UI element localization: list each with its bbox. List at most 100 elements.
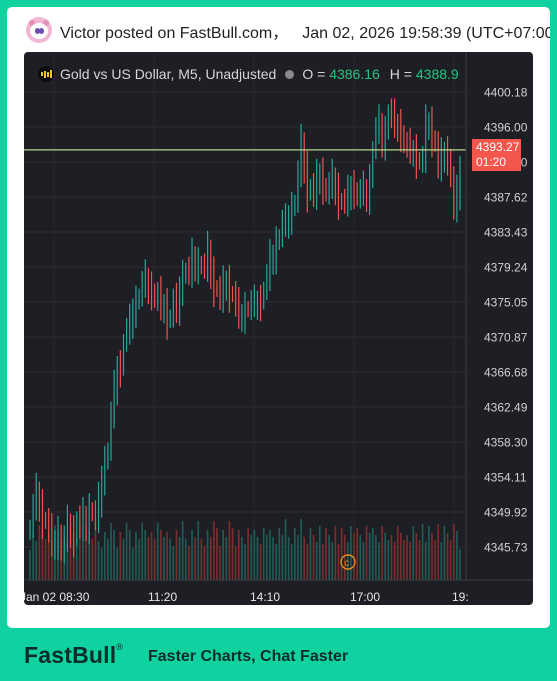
volume-bar xyxy=(244,544,246,580)
volume-bar xyxy=(125,523,128,580)
price-tick-label: 4375.05 xyxy=(484,296,528,310)
user-avatar[interactable] xyxy=(26,17,52,43)
volume-bar xyxy=(197,521,200,580)
volume-bar xyxy=(247,528,249,580)
avatar-ear xyxy=(29,20,35,26)
volume-bar xyxy=(100,548,103,580)
volume-bar xyxy=(266,535,268,580)
volume-bar xyxy=(356,528,358,580)
symbol-title: Gold vs US Dollar, M5, Unadjusted xyxy=(60,66,277,82)
volume-bar xyxy=(122,539,125,580)
volume-bar xyxy=(368,533,371,580)
volume-bar xyxy=(347,542,349,580)
volume-bar xyxy=(79,523,81,580)
volume-bar xyxy=(250,535,253,580)
volume-bar xyxy=(85,525,87,580)
volume-bar xyxy=(156,523,159,580)
volume-bar xyxy=(216,528,218,580)
chart-legend: Gold vs US Dollar, M5, Unadjusted O = 43… xyxy=(38,66,459,82)
volume-bar xyxy=(234,546,237,580)
volume-bar xyxy=(41,532,44,580)
time-tick-label: 19: xyxy=(452,590,469,604)
open-value: 4386.16 xyxy=(329,66,380,82)
volume-bar xyxy=(213,521,215,580)
time-tick-label: 11:20 xyxy=(148,590,177,604)
post-header: Victor posted on FastBull.com， Jan 02, 20… xyxy=(7,7,550,53)
volume-bar xyxy=(97,541,100,580)
volume-bar xyxy=(284,519,287,580)
gold-symbol-icon xyxy=(38,66,54,82)
price-tick-label: 4387.62 xyxy=(484,191,528,205)
volume-bar xyxy=(396,526,399,580)
high-value: 4388.9 xyxy=(415,66,459,82)
time-tick-label: 17:00 xyxy=(350,590,380,604)
volume-bar xyxy=(303,537,306,580)
volume-bar xyxy=(350,526,352,580)
volume-bar xyxy=(209,537,212,580)
volume-bar xyxy=(437,524,439,580)
volume-bar xyxy=(390,535,393,580)
open-label: O = xyxy=(302,66,326,82)
current-price-badge: 4393.27 01:20 xyxy=(472,139,521,171)
volume-bar xyxy=(393,542,396,580)
volume-bar xyxy=(138,539,140,580)
post-card: Victor posted on FastBull.com， Jan 02, 20… xyxy=(7,7,550,628)
volume-bar xyxy=(406,535,408,580)
volume-bar xyxy=(166,532,168,580)
volume-bar xyxy=(399,533,402,580)
volume-bar xyxy=(343,535,346,580)
volume-bar xyxy=(331,542,334,580)
volume-bar xyxy=(297,535,299,580)
volume-bar xyxy=(29,550,31,580)
volume-bar xyxy=(312,535,315,580)
time-tick-label: Jan 02 08:30 xyxy=(24,590,90,604)
volume-bar xyxy=(269,530,271,580)
volume-bar xyxy=(172,546,175,580)
volume-bar xyxy=(384,533,387,580)
volume-bar xyxy=(421,524,424,580)
volume-bar xyxy=(181,521,184,580)
volume-bar xyxy=(281,535,284,580)
volume-bar xyxy=(318,526,321,580)
volume-bar xyxy=(51,541,53,580)
footer: FastBull® Faster Charts, Chat Faster xyxy=(0,628,557,681)
volume-bar xyxy=(440,542,443,580)
volume-bar xyxy=(144,530,147,580)
volume-bar xyxy=(262,528,265,580)
volume-bar xyxy=(424,542,427,580)
volume-bar xyxy=(403,540,405,580)
volume-bar xyxy=(294,528,296,580)
volume-bar xyxy=(322,544,324,580)
price-tick-label: 4396.00 xyxy=(484,121,528,135)
price-chart[interactable]: 4400.184396.004391.804387.624383.434379.… xyxy=(24,52,533,605)
volume-bar xyxy=(110,523,112,580)
volume-bar xyxy=(337,544,340,580)
volume-bar xyxy=(237,530,240,580)
volume-bar xyxy=(75,539,78,580)
volume-bar xyxy=(94,523,97,580)
volume-bar xyxy=(359,535,362,580)
volume-bar xyxy=(434,540,436,580)
volume-bar xyxy=(228,521,231,580)
volume-bar xyxy=(200,539,203,580)
volume-bar xyxy=(334,526,337,580)
volume-bar xyxy=(353,533,355,580)
volume-bar xyxy=(163,537,165,580)
price-tick-label: 4383.43 xyxy=(484,226,528,240)
volume-bar xyxy=(452,524,455,580)
chart-canvas[interactable]: 4400.184396.004391.804387.624383.434379.… xyxy=(24,52,533,605)
post-datetime: Jan 02, 2026 19:58:39 (UTC+07:00) xyxy=(302,25,550,42)
brand-logo: FastBull® xyxy=(24,642,123,669)
volume-bar xyxy=(459,549,461,580)
volume-bar xyxy=(375,535,377,580)
volume-bar xyxy=(309,528,312,580)
volume-bar xyxy=(160,530,162,580)
volume-bar xyxy=(150,532,153,580)
brand-name: FastBull xyxy=(24,642,117,668)
time-tick-label: 14:10 xyxy=(250,590,280,604)
volume-bar xyxy=(365,526,368,580)
volume-bar xyxy=(225,537,228,580)
price-tick-label: 4358.30 xyxy=(484,436,528,450)
volume-bar xyxy=(315,542,318,580)
copyright-icon-glyph: c xyxy=(344,558,349,569)
